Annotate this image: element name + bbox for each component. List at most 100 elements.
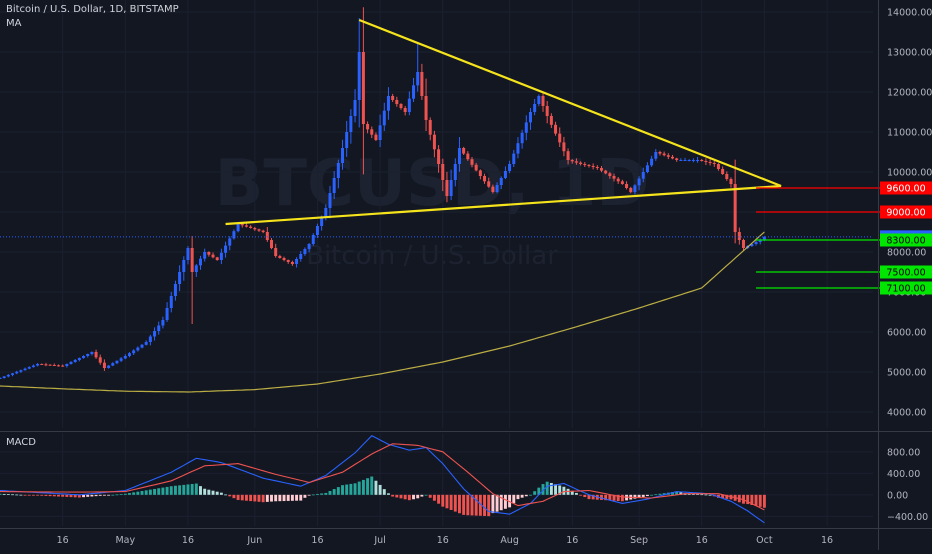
candle-body [750, 244, 754, 246]
macd-histogram-bar [140, 491, 144, 495]
macd-histogram-bar [144, 490, 148, 495]
candle-body [412, 85, 416, 99]
macd-histogram-bar [82, 494, 86, 498]
macd-histogram-bar [173, 485, 177, 495]
candle-body [666, 155, 670, 157]
candle-body [65, 364, 69, 366]
macd-line [0, 435, 765, 524]
macd-histogram-bar [445, 494, 449, 509]
candle-body [675, 158, 679, 160]
macd-histogram-bar [215, 491, 219, 495]
candle-body [729, 179, 733, 184]
candle-body [82, 356, 86, 358]
macd-axis-label: 400.00 [887, 469, 920, 480]
macd-histogram-bar [299, 494, 303, 501]
candle-body [232, 231, 236, 239]
macd-histogram-bar [290, 494, 294, 501]
macd-axis-label: 800.00 [887, 447, 920, 458]
macd-histogram-bar [491, 494, 495, 514]
macd-histogram-bar [203, 488, 207, 495]
macd-histogram-bar [261, 494, 265, 503]
candle-body [253, 228, 257, 230]
candle-body [366, 124, 370, 130]
macd-histogram-bar [148, 489, 152, 495]
macd-histogram-bar [52, 494, 56, 497]
candle-body [570, 160, 574, 162]
candle-body [670, 156, 675, 159]
macd-axis-label: 0.00 [887, 490, 908, 501]
candle-body [190, 248, 194, 272]
candle-body [562, 142, 566, 152]
macd-histogram-bar [671, 492, 674, 495]
macd-histogram-bar [90, 494, 94, 497]
price-tag-resistance [880, 205, 932, 219]
time-axis-label: 16 [182, 535, 194, 546]
candle-body [270, 240, 274, 248]
macd-plot [0, 435, 766, 524]
ma-indicator-label[interactable]: MA [6, 18, 22, 29]
macd-indicator-label[interactable]: MACD [6, 437, 36, 448]
price-tag-text: 9600.00 [886, 184, 925, 195]
price-tag-support [880, 281, 932, 295]
candle-body [407, 98, 411, 112]
candle-body [311, 235, 315, 244]
candle-body [328, 193, 332, 208]
candle-body [528, 112, 532, 123]
candle-body [98, 357, 102, 363]
price-axis-label: 12000.00 [887, 88, 932, 99]
price-tag-text: 9000.00 [886, 208, 925, 219]
candle-body [240, 224, 244, 226]
macd-histogram-bar [6, 494, 10, 495]
macd-histogram-bar [574, 492, 578, 495]
candle-body [591, 166, 595, 167]
macd-histogram-bar [378, 484, 382, 495]
candle-body [194, 265, 198, 272]
macd-histogram-bar [570, 490, 574, 495]
candle-body [474, 164, 478, 171]
symbol-title[interactable]: Bitcoin / U.S. Dollar, 1D, BITSTAMP [6, 4, 179, 15]
time-axis-label: Sep [630, 535, 648, 546]
price-tag-text: 7100.00 [886, 284, 925, 295]
macd-histogram-bar [278, 494, 282, 502]
candle-body [244, 225, 248, 227]
time-axis[interactable]: 16 May 16 Jun 16 Jul 16 Aug 16 Sep 16 Oct 16 [57, 535, 833, 546]
time-axis-label: 16 [821, 535, 833, 546]
candle-body [211, 254, 215, 258]
macd-histogram-bar [499, 494, 503, 511]
candle-body [512, 153, 516, 164]
candle-body [428, 120, 432, 135]
candle-body [127, 353, 131, 356]
candle-body [299, 254, 303, 259]
candle-body [132, 350, 136, 354]
candle-body [449, 180, 453, 196]
candle-body [483, 176, 487, 182]
candle-body [148, 336, 152, 342]
macd-axis[interactable]: 800.00 400.00 0.00 −400.00 [887, 447, 928, 523]
candle-body [441, 164, 445, 180]
candle-body [261, 230, 265, 232]
candle-body [579, 162, 583, 164]
macd-histogram-bar [211, 490, 215, 495]
candle-body [11, 373, 15, 375]
candle-body [2, 376, 6, 378]
candle-body [15, 371, 19, 374]
candle-body [508, 164, 512, 171]
price-tag-support [880, 233, 932, 247]
macd-histogram-bar [437, 494, 441, 504]
price-axis[interactable]: 4000.005000.006000.007000.008000.009000.… [887, 8, 932, 419]
price-tag-text: 8300.00 [886, 236, 925, 247]
candle-body [27, 367, 31, 369]
candle-body [107, 365, 111, 368]
candle-body [173, 284, 177, 296]
candle-body [186, 248, 190, 260]
macd-histogram-bar [441, 494, 445, 507]
price-axis-label: 8000.00 [887, 248, 926, 259]
candle-body [165, 308, 169, 320]
macd-histogram-bar [132, 492, 136, 495]
macd-histogram-bar [111, 494, 115, 496]
macd-histogram-bar [324, 492, 328, 495]
candle-body [762, 236, 766, 240]
candle-body [424, 96, 428, 120]
